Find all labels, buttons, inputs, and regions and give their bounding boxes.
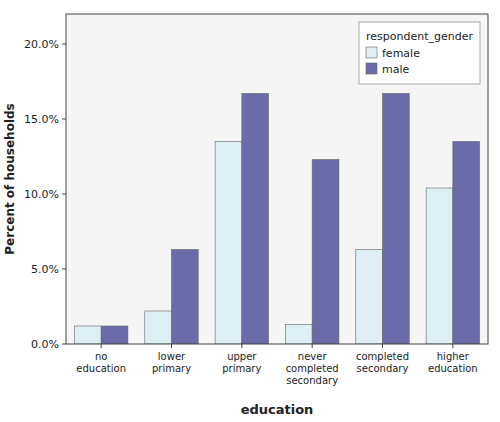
x-tick <box>382 344 383 348</box>
y-tick-label: 5.0% <box>31 263 59 276</box>
legend-swatch <box>366 47 377 58</box>
x-axis-label: education <box>241 402 314 417</box>
x-tick-label-line: secondary <box>357 363 409 374</box>
y-tick <box>62 194 66 195</box>
legend-swatch <box>366 63 377 74</box>
x-tick-label-line: never <box>298 351 328 362</box>
x-tick-label-line: completed <box>356 351 409 362</box>
x-tick-label: noeducation <box>76 351 126 374</box>
x-tick-label: highereducation <box>428 351 478 374</box>
bar <box>172 250 199 345</box>
y-tick-label: 0.0% <box>31 338 59 351</box>
bar <box>215 142 242 345</box>
x-tick-label: lowerprimary <box>152 351 191 374</box>
y-tick-label: 20.0% <box>24 38 59 51</box>
x-tick-label-line: completed <box>286 363 339 374</box>
legend: respondent_genderfemale male <box>359 22 480 84</box>
bar <box>101 326 128 344</box>
x-tick <box>312 344 313 348</box>
x-tick-label-line: primary <box>152 363 191 374</box>
y-axis-label: Percent of households <box>3 103 17 254</box>
y-tick-label: 15.0% <box>24 113 59 126</box>
x-tick <box>171 344 172 348</box>
bar <box>453 142 480 345</box>
legend-entry: female <box>382 47 420 60</box>
bar <box>383 94 410 345</box>
bar <box>74 326 101 344</box>
bar <box>285 325 312 345</box>
x-tick-label: completedsecondary <box>356 351 409 374</box>
bar <box>426 188 453 344</box>
bars <box>74 94 479 345</box>
x-tick-label: nevercompletedsecondary <box>286 351 339 386</box>
x-tick-label-line: secondary <box>286 375 338 386</box>
x-tick-label-line: primary <box>222 363 261 374</box>
y-tick <box>62 119 66 120</box>
legend-frame <box>359 22 480 84</box>
bar <box>312 160 339 345</box>
x-tick-label: upperprimary <box>222 351 261 374</box>
x-tick-label-line: education <box>428 363 478 374</box>
x-tick <box>452 344 453 348</box>
x-tick-label-line: higher <box>437 351 470 362</box>
x-tick-label-line: upper <box>227 351 257 362</box>
plot-frame <box>66 14 488 344</box>
x-tick <box>241 344 242 348</box>
x-tick-label-line: lower <box>158 351 186 362</box>
x-tick-label-line: education <box>76 363 126 374</box>
y-tick <box>62 269 66 270</box>
y-tick <box>62 44 66 45</box>
y-tick-label: 10.0% <box>24 188 59 201</box>
x-tick-label-line: no <box>95 351 107 362</box>
plot-area <box>66 14 488 344</box>
legend-entry: male <box>382 63 410 76</box>
chart: 0.0%5.0%10.0%15.0%20.0%noeducationlowerp… <box>0 0 500 422</box>
legend-title: respondent_gender <box>366 30 473 43</box>
x-tick <box>101 344 102 348</box>
bar <box>356 250 383 345</box>
bar <box>145 311 172 344</box>
bar <box>242 94 269 345</box>
y-tick <box>62 344 66 345</box>
